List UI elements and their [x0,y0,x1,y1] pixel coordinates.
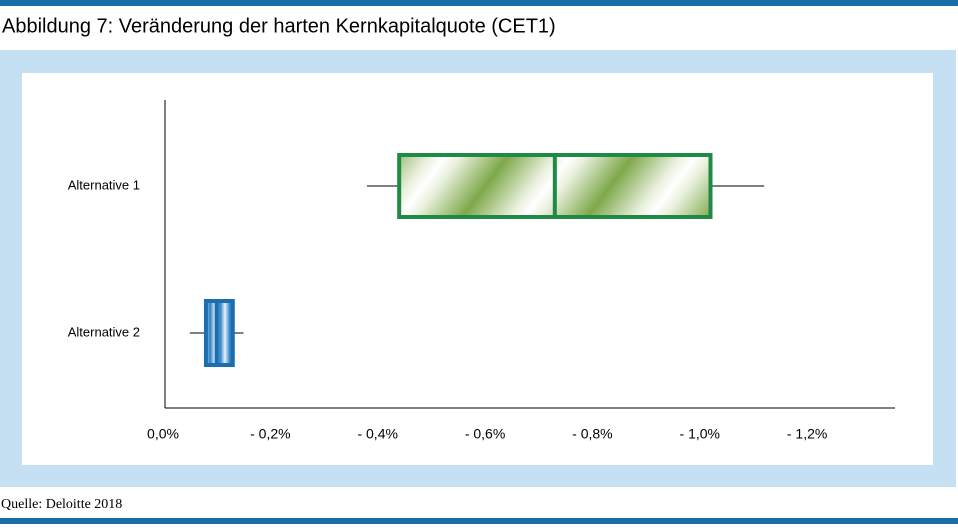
x-tick-label: - 1,0% [680,426,720,442]
bottom-bar [0,518,958,524]
x-tick-label: - 0,8% [572,426,612,442]
x-tick-label: - 1,2% [787,426,827,442]
category-label: Alternative 1 [68,177,140,192]
category-label: Alternative 2 [68,324,140,339]
x-tick-label: - 0,4% [357,426,397,442]
source: Quelle: Deloitte 2018 [1,497,122,512]
plot-area [22,73,933,465]
chart-title: Abbildung 7: Veränderung der harten Kern… [2,15,556,37]
box [203,299,235,367]
x-tick-label: - 0,2% [250,426,290,442]
top-bar [0,0,958,6]
x-tick-label: - 0,6% [465,426,505,442]
x-tick-label: 0,0% [147,426,179,442]
